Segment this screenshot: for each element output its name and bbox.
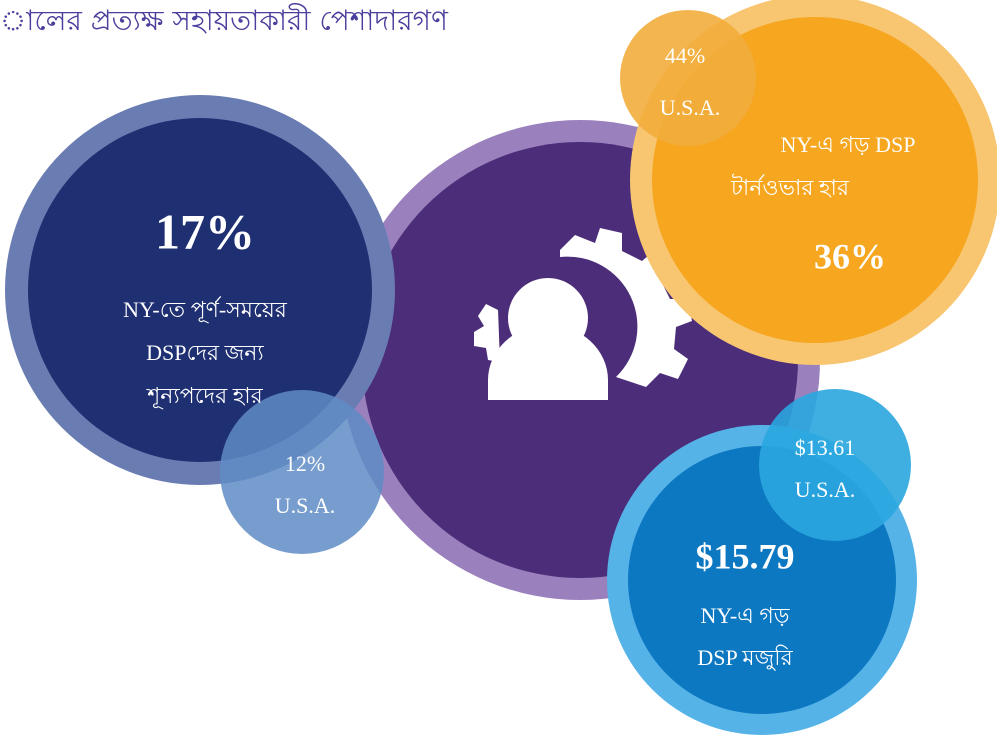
title: ালের প্রত্যক্ষ সহায়তাকারী পেশাদারগণ (0, 3, 449, 37)
wage-line: NY-এ গড় (700, 603, 789, 628)
vacancy-us-circle (220, 390, 384, 554)
turnover-line: NY-এ গড় DSP (781, 132, 916, 157)
vacancy-circle (28, 118, 372, 462)
turnover-us-label: U.S.A. (660, 95, 721, 120)
vacancy-line: শূন্যপদের হার (146, 383, 263, 409)
vacancy-us-value: 12% (285, 451, 325, 476)
turnover-line: টার্নওভার হার (730, 174, 850, 200)
vacancy-value: 17% (155, 203, 255, 259)
wage-us-value: $13.61 (795, 435, 856, 460)
turnover-us-circle (620, 10, 756, 146)
turnover-us-value: 44% (665, 43, 705, 68)
vacancy-line: DSPদের জন্য (146, 340, 264, 365)
vacancy-line: NY-তে পূর্ণ-সময়ের (123, 296, 288, 323)
wage-value: $15.79 (696, 536, 795, 576)
wage-line: DSP মজুরি (697, 645, 793, 672)
vacancy-us-label: U.S.A. (275, 493, 336, 518)
wage-us-label: U.S.A. (795, 477, 856, 502)
wage-us-circle (759, 389, 911, 541)
turnover-value: 36% (814, 236, 886, 276)
